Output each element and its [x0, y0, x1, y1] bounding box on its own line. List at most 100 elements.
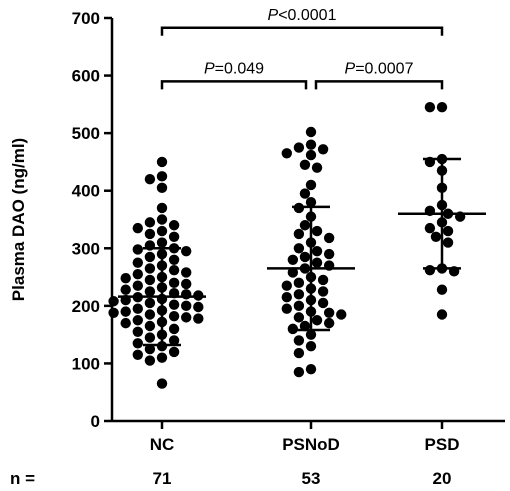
data-point — [156, 352, 168, 363]
y-axis-title: Plasma DAO (ng/ml) — [9, 138, 28, 301]
data-point — [181, 289, 192, 300]
data-point — [424, 264, 436, 276]
data-point — [132, 338, 143, 349]
data-point — [293, 243, 305, 254]
data-point — [181, 300, 192, 312]
data-point — [287, 254, 299, 265]
data-point — [168, 254, 180, 265]
data-point — [132, 268, 143, 280]
data-point — [311, 257, 323, 268]
data-point — [132, 326, 143, 337]
data-point — [144, 263, 156, 274]
data-point — [144, 217, 156, 228]
bracket-p-value: P<0.0001 — [268, 7, 337, 24]
data-point — [299, 159, 311, 171]
data-point — [144, 309, 156, 320]
data-point — [156, 225, 168, 237]
data-point — [156, 378, 168, 389]
n-value: 20 — [433, 469, 452, 488]
data-point — [323, 248, 335, 260]
data-point — [323, 317, 335, 329]
data-point — [305, 179, 317, 191]
data-point — [120, 306, 131, 317]
data-point — [144, 320, 156, 332]
data-point — [305, 329, 317, 340]
data-point — [311, 162, 323, 173]
data-point — [305, 149, 317, 161]
y-tick-label: 100 — [72, 354, 100, 373]
error-bars — [118, 157, 486, 347]
data-point — [293, 228, 305, 240]
data-point — [132, 222, 143, 234]
x-category-label: NC — [150, 435, 175, 454]
x-category-label: PSD — [425, 435, 460, 454]
n-value: 71 — [153, 469, 172, 488]
data-point — [424, 222, 436, 234]
labels: NC PSNoD PSD n = 71 53 20 Plasma DAO (ng/ml) — [9, 138, 459, 488]
bracket-line — [160, 26, 444, 36]
data-point — [144, 332, 156, 343]
data-point — [293, 277, 305, 289]
y-tick-label: 700 — [72, 9, 100, 28]
data-point — [317, 144, 329, 155]
data-point — [181, 312, 192, 323]
y-tick-label: 400 — [72, 182, 100, 201]
data-point — [311, 225, 323, 237]
data-point — [293, 312, 305, 323]
data-point — [436, 284, 448, 295]
data-point — [144, 355, 156, 366]
data-point — [168, 220, 180, 231]
x-category-label: PSNoD — [282, 435, 340, 454]
data-point — [299, 188, 311, 199]
p-symbol: P — [204, 60, 215, 77]
data-point — [168, 299, 180, 310]
data-point — [317, 286, 329, 297]
data-point — [156, 237, 168, 248]
data-point — [181, 245, 192, 257]
data-point — [144, 286, 156, 297]
p-symbol: P — [345, 60, 356, 77]
bracket-p-value: P=0.049 — [204, 60, 264, 77]
y-tick-label: 500 — [72, 124, 100, 143]
data-point — [168, 346, 180, 358]
data-point — [336, 309, 347, 320]
data-point — [168, 323, 180, 335]
y-tick-label: 0 — [91, 412, 100, 431]
bracket-p-value: P=0.0007 — [345, 60, 414, 77]
data-point — [144, 174, 156, 185]
data-point — [132, 349, 143, 360]
data-point — [442, 225, 454, 237]
data-points — [108, 102, 466, 389]
data-point — [305, 197, 317, 208]
data-point — [144, 297, 156, 309]
data-point — [132, 257, 143, 268]
data-point — [305, 139, 317, 150]
data-point — [281, 303, 292, 314]
data-point — [442, 237, 454, 248]
data-point — [281, 292, 292, 303]
data-point — [108, 307, 119, 318]
data-point — [132, 280, 143, 291]
data-point — [293, 347, 305, 359]
data-point — [181, 267, 192, 278]
data-point — [132, 315, 143, 326]
data-point — [317, 297, 329, 309]
data-point — [311, 315, 323, 326]
bracket-line — [160, 80, 308, 90]
data-point — [436, 309, 448, 320]
data-point — [424, 102, 436, 113]
y-tick-label: 600 — [72, 67, 100, 86]
data-point — [168, 335, 180, 346]
data-point — [144, 274, 156, 286]
data-point — [120, 284, 131, 295]
y-tick-label: 200 — [72, 297, 100, 316]
data-point — [168, 277, 180, 289]
p-value-text: =0.049 — [215, 60, 264, 77]
data-point — [293, 289, 305, 300]
axes: 0 100 200 300 400 500 600 700 — [72, 9, 505, 431]
data-point — [293, 142, 305, 153]
data-point — [299, 220, 311, 231]
data-point — [144, 228, 156, 240]
p-symbol: P — [268, 7, 279, 24]
